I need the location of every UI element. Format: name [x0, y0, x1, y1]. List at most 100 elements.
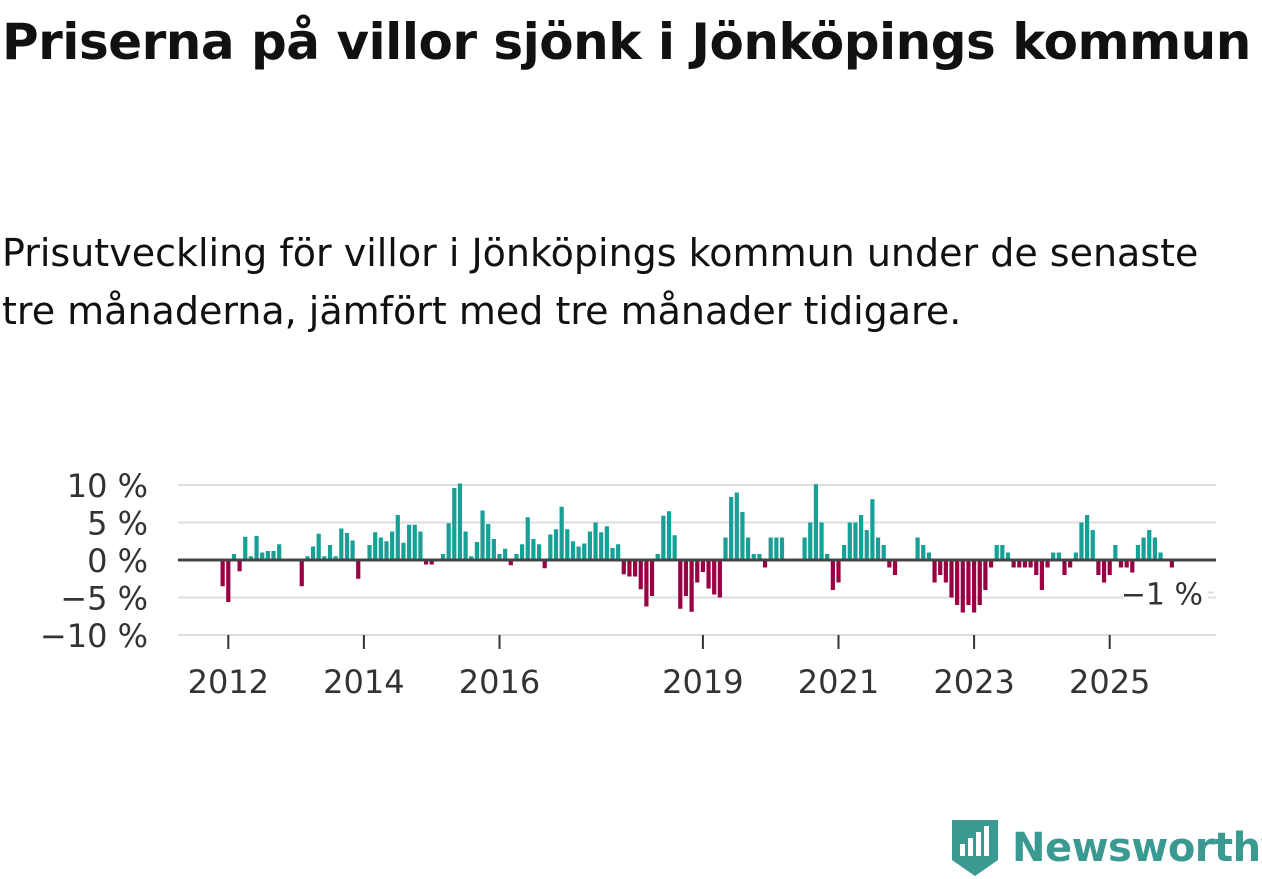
bar — [847, 522, 852, 560]
bar — [955, 560, 960, 605]
bar — [373, 532, 378, 560]
bar — [1147, 530, 1152, 560]
bar — [446, 523, 451, 560]
bar — [723, 537, 728, 560]
bar — [237, 560, 242, 572]
bar — [887, 560, 892, 568]
bar — [926, 552, 931, 560]
bar — [1141, 537, 1146, 560]
bar — [412, 524, 417, 560]
newsworthy-logo: Newsworthy — [950, 818, 1262, 878]
x-tick-label: 2016 — [459, 663, 540, 701]
bar — [842, 545, 847, 560]
chart-subtitle: Prisutveckling för villor i Jönköpings k… — [2, 231, 1199, 333]
bar — [220, 560, 225, 587]
bar — [746, 537, 751, 560]
bar — [864, 530, 869, 560]
bar — [932, 560, 937, 583]
x-tick-label: 2021 — [798, 663, 879, 701]
x-tick-label: 2025 — [1069, 663, 1150, 701]
bar — [559, 506, 564, 560]
bar — [808, 522, 813, 560]
bar — [520, 544, 525, 560]
x-tick-label: 2014 — [323, 663, 404, 701]
bar — [254, 536, 259, 560]
bar — [757, 554, 762, 560]
bar — [1079, 522, 1084, 560]
bar — [644, 560, 649, 607]
bar — [243, 536, 248, 560]
bar — [1073, 552, 1078, 560]
x-tick-label: 2023 — [933, 663, 1014, 701]
bar — [1056, 552, 1061, 560]
bar — [859, 515, 864, 560]
y-tick-label: −5 % — [60, 580, 148, 618]
bar — [271, 551, 276, 560]
bar — [740, 512, 745, 560]
bar — [480, 510, 485, 560]
bar — [943, 560, 948, 583]
bar — [1130, 560, 1135, 575]
last-value-annotation: −1 % — [1121, 572, 1214, 613]
bar — [734, 492, 739, 560]
bar — [1034, 560, 1039, 575]
bar — [378, 537, 383, 560]
bar — [672, 535, 677, 560]
chart-title: Priserna på villor sjönk i Jönköpings ko… — [2, 13, 1251, 71]
bar — [514, 554, 519, 560]
bar — [1085, 515, 1090, 560]
bar — [779, 537, 785, 560]
annotation-bg — [1124, 572, 1208, 613]
bar — [706, 560, 711, 589]
bar — [689, 560, 694, 612]
bar — [1028, 560, 1033, 568]
bar — [621, 560, 626, 575]
bar — [469, 556, 474, 560]
bar — [565, 529, 570, 560]
bar — [813, 484, 818, 560]
bar-chart: 10 %5 %0 %−5 %−10 % 2012 2014 2016 2019 2021… — [40, 467, 1216, 701]
bar — [457, 483, 463, 560]
bar — [553, 529, 559, 560]
bar — [875, 537, 881, 560]
bar — [661, 515, 666, 560]
bar — [277, 544, 282, 560]
bar — [1011, 560, 1016, 568]
bar — [1068, 560, 1073, 568]
bar — [350, 540, 355, 560]
y-tick-label: −10 % — [40, 617, 148, 655]
bar — [655, 554, 660, 560]
bar — [1158, 552, 1163, 560]
bar — [429, 560, 434, 565]
bar — [1169, 560, 1174, 568]
bar — [836, 560, 841, 583]
bar — [576, 546, 581, 560]
bar — [1000, 545, 1005, 560]
bar — [1005, 552, 1011, 560]
x-tick-label: 2019 — [662, 663, 743, 701]
bar — [322, 556, 327, 560]
bars — [220, 483, 1174, 613]
bar — [938, 560, 943, 575]
bar — [390, 531, 395, 560]
bar — [384, 541, 389, 560]
bar — [616, 544, 621, 560]
bar — [802, 537, 807, 560]
bar — [1062, 560, 1067, 575]
bar — [695, 560, 700, 583]
bar — [226, 560, 231, 602]
bar — [881, 545, 886, 560]
bar — [418, 531, 423, 560]
bar — [327, 545, 333, 560]
bar — [994, 545, 999, 560]
bar — [729, 497, 734, 560]
bar — [593, 522, 598, 560]
y-tick-label: 5 % — [87, 505, 148, 543]
bar — [638, 560, 643, 590]
x-axis: 2012 2014 2016 2019 2021 2023 2025 — [188, 635, 1150, 701]
bar — [339, 528, 344, 560]
bar — [1096, 560, 1101, 575]
bar — [497, 554, 502, 560]
bar — [536, 544, 542, 560]
bar — [1039, 560, 1044, 590]
